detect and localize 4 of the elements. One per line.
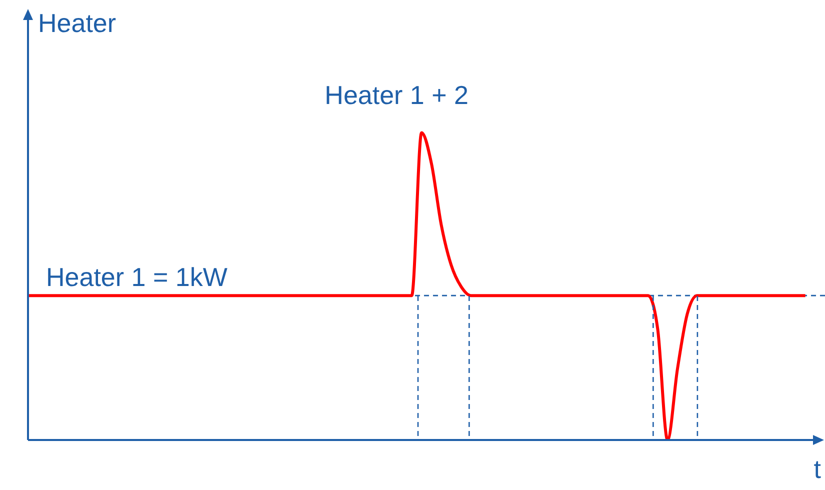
x-axis-title: t <box>814 454 822 484</box>
text: Heater 1 + 2 <box>324 80 468 110</box>
annotation: Heater 1 = 1kW <box>46 262 228 292</box>
y-axis-title: Heater <box>38 8 116 38</box>
